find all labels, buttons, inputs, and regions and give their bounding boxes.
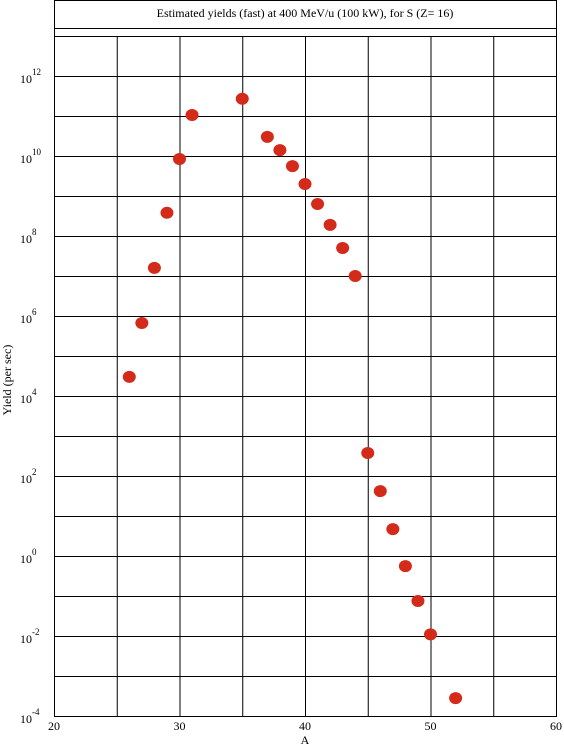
point	[348, 270, 362, 282]
point	[386, 523, 400, 536]
point	[298, 177, 312, 190]
y-tick-label: 10 0	[20, 547, 37, 566]
y-tick-base: 10	[20, 552, 32, 566]
point	[235, 92, 249, 105]
point	[135, 316, 149, 329]
x-tick-label: 30	[174, 719, 186, 733]
y-tick-label: 10 10	[20, 147, 42, 166]
y-tick-base: 10	[20, 312, 32, 326]
point	[449, 692, 463, 705]
point	[361, 446, 375, 459]
point	[273, 144, 287, 157]
y-tick-label: 10 -4	[20, 707, 40, 726]
y-tick-exponent: -4	[32, 707, 40, 717]
y-tick-base: 10	[20, 712, 32, 726]
y-tick-base: 10	[20, 472, 32, 486]
x-tick-label: 20	[48, 719, 60, 733]
point	[411, 594, 425, 607]
point	[373, 485, 387, 498]
point	[336, 242, 350, 255]
y-tick-base: 10	[20, 632, 32, 646]
y-tick-label: 10 4	[20, 387, 37, 406]
point	[160, 206, 174, 219]
y-tick-base: 10	[20, 232, 32, 246]
y-tick-base: 10	[20, 152, 32, 166]
y-tick-exponent: 4	[32, 387, 37, 397]
y-tick-label: 10 6	[20, 307, 37, 326]
y-tick-exponent: 10	[32, 147, 42, 157]
y-tick-base: 10	[20, 392, 32, 406]
point	[147, 261, 161, 274]
point	[323, 218, 337, 231]
y-tick-label: 10 -2	[20, 627, 40, 646]
point	[398, 560, 412, 573]
chart-title: Estimated yields (fast) at 400 MeV/u (10…	[157, 6, 454, 20]
y-tick-exponent: 12	[32, 67, 41, 77]
y-tick-exponent: 0	[32, 547, 37, 557]
y-tick-label: 10 2	[20, 467, 37, 486]
point	[285, 160, 299, 173]
x-tick-label: 50	[425, 719, 437, 733]
y-tick-label: 10 12	[20, 67, 41, 86]
y-tick-base: 10	[20, 72, 32, 86]
y-tick-exponent: -2	[32, 627, 40, 637]
y-tick-exponent: 2	[32, 467, 37, 477]
point	[122, 370, 136, 383]
x-axis-label: A	[301, 733, 310, 747]
y-tick-exponent: 8	[32, 227, 37, 237]
y-axis-label: Yield (per sec)	[0, 345, 14, 416]
y-tick-exponent: 6	[32, 307, 37, 317]
point	[311, 198, 325, 211]
y-tick-label: 10 8	[20, 227, 37, 246]
x-tick-label: 60	[550, 719, 562, 733]
x-tick-label: 40	[299, 719, 311, 733]
point	[173, 153, 186, 166]
point	[424, 628, 437, 641]
point	[185, 108, 199, 121]
point	[260, 130, 274, 143]
